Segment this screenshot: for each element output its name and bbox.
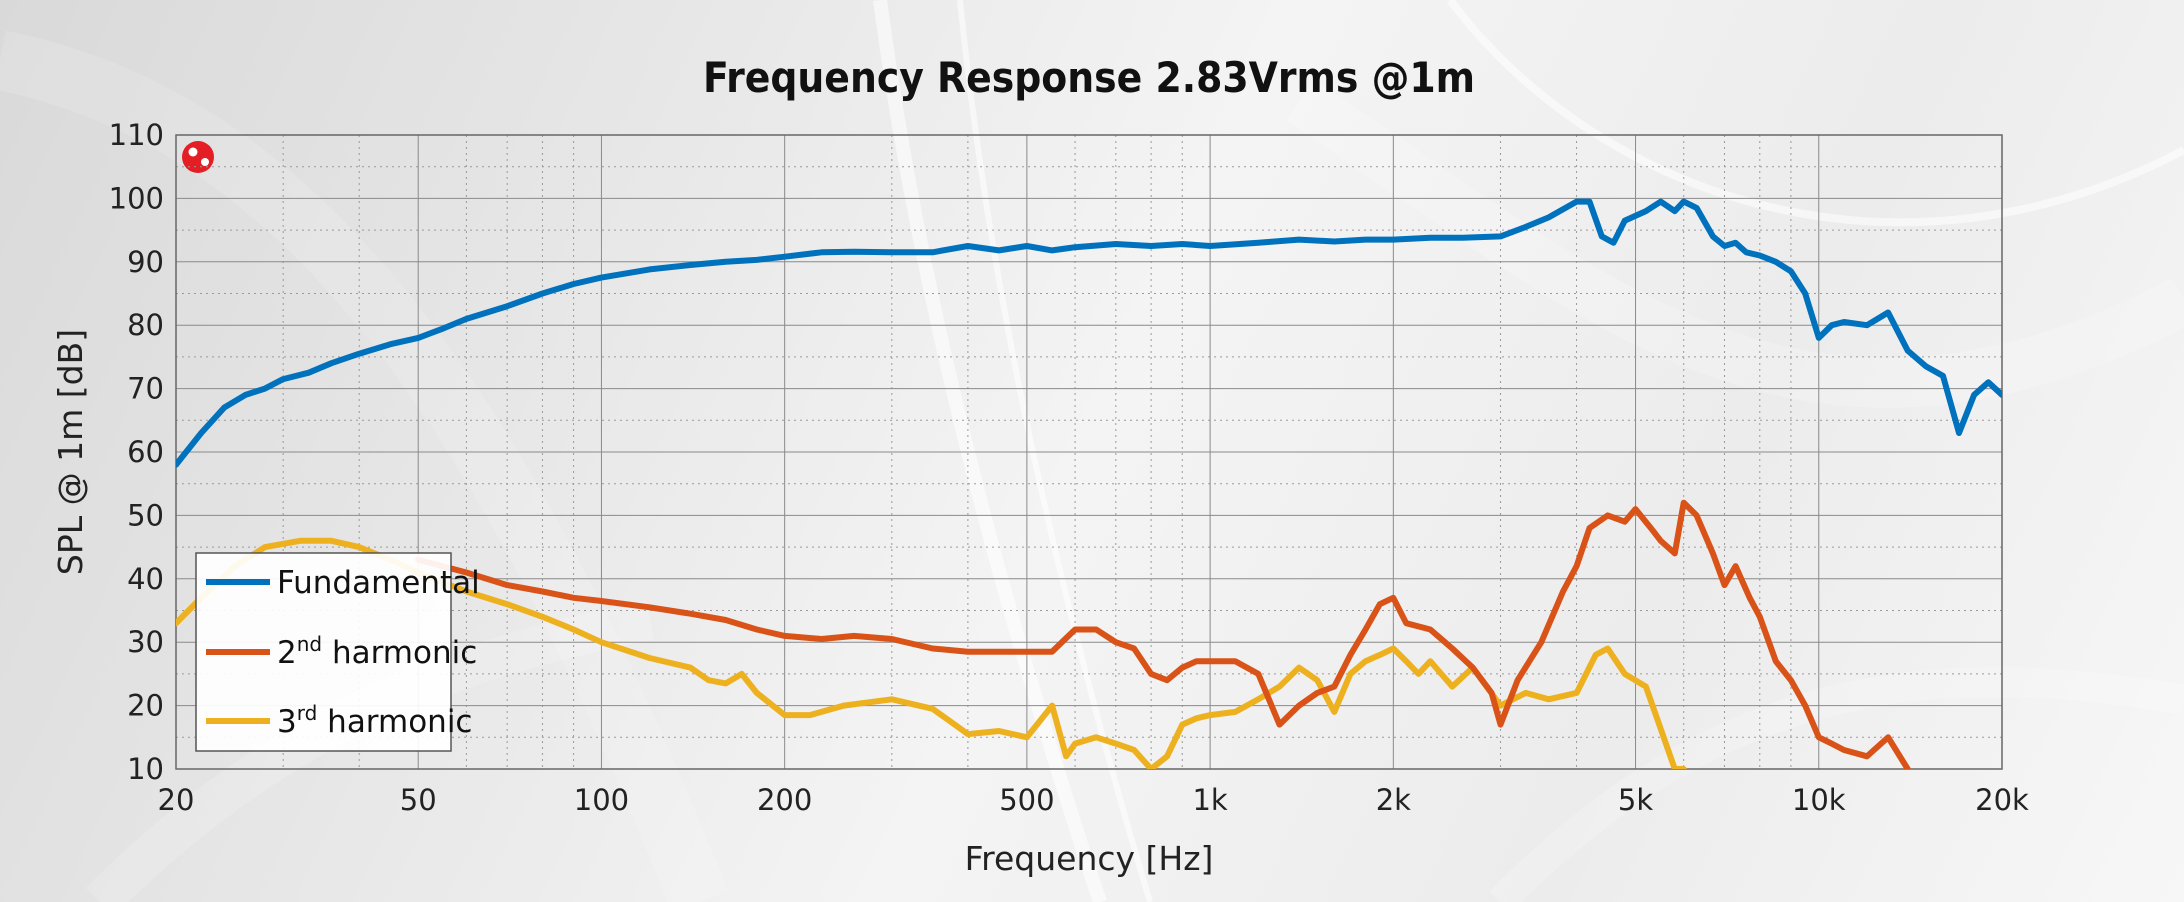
y-tick-label: 30 <box>127 625 164 659</box>
chart-title: Frequency Response 2.83Vrms @1m <box>703 53 1475 102</box>
x-tick-label: 100 <box>574 783 629 817</box>
y-tick-label: 60 <box>127 435 164 469</box>
x-axis-label: Frequency [Hz] <box>965 839 1214 878</box>
legend: Fundamental 2nd harmonic 3rd harmonic <box>195 552 480 752</box>
legend-entry: 2nd harmonic <box>277 632 477 671</box>
x-tick-label: 20 <box>158 783 195 817</box>
y-tick-label: 70 <box>127 372 164 406</box>
series-line-fundamental <box>176 198 2002 468</box>
y-tick-label: 20 <box>127 689 164 723</box>
legend-entry: 3rd harmonic <box>277 701 472 740</box>
x-tick-label: 10k <box>1792 783 1846 817</box>
series-line-2nd-harmonic <box>415 499 1911 769</box>
x-tick-label: 200 <box>757 783 812 817</box>
y-tick-label: 80 <box>127 308 164 342</box>
series-line-3rd-harmonic <box>176 537 1687 769</box>
x-tick-label: 500 <box>999 783 1054 817</box>
x-tick-labels: 20 50 100 200 500 1k 2k 5k 10k 20k <box>158 783 2030 817</box>
legend-entry: Fundamental <box>277 565 480 601</box>
y-tick-labels: 10 20 30 40 50 60 70 80 90 100 110 <box>109 118 164 786</box>
y-tick-label: 50 <box>127 498 164 532</box>
y-axis-label: SPL @ 1m [dB] <box>51 329 90 575</box>
y-tick-label: 40 <box>127 562 164 596</box>
y-tick-label: 100 <box>109 181 164 215</box>
y-tick-label: 90 <box>127 245 164 279</box>
x-tick-label: 5k <box>1618 783 1653 817</box>
y-tick-label: 10 <box>127 752 164 786</box>
logo-mark <box>182 141 214 173</box>
series-lines <box>176 198 2002 769</box>
x-tick-label: 50 <box>400 783 437 817</box>
x-tick-label: 20k <box>1975 783 2029 817</box>
x-tick-label: 1k <box>1192 783 1227 817</box>
y-tick-label: 110 <box>109 118 164 152</box>
plot-frame <box>175 134 2003 770</box>
plot-grid <box>175 134 2003 770</box>
x-tick-label: 2k <box>1376 783 1411 817</box>
